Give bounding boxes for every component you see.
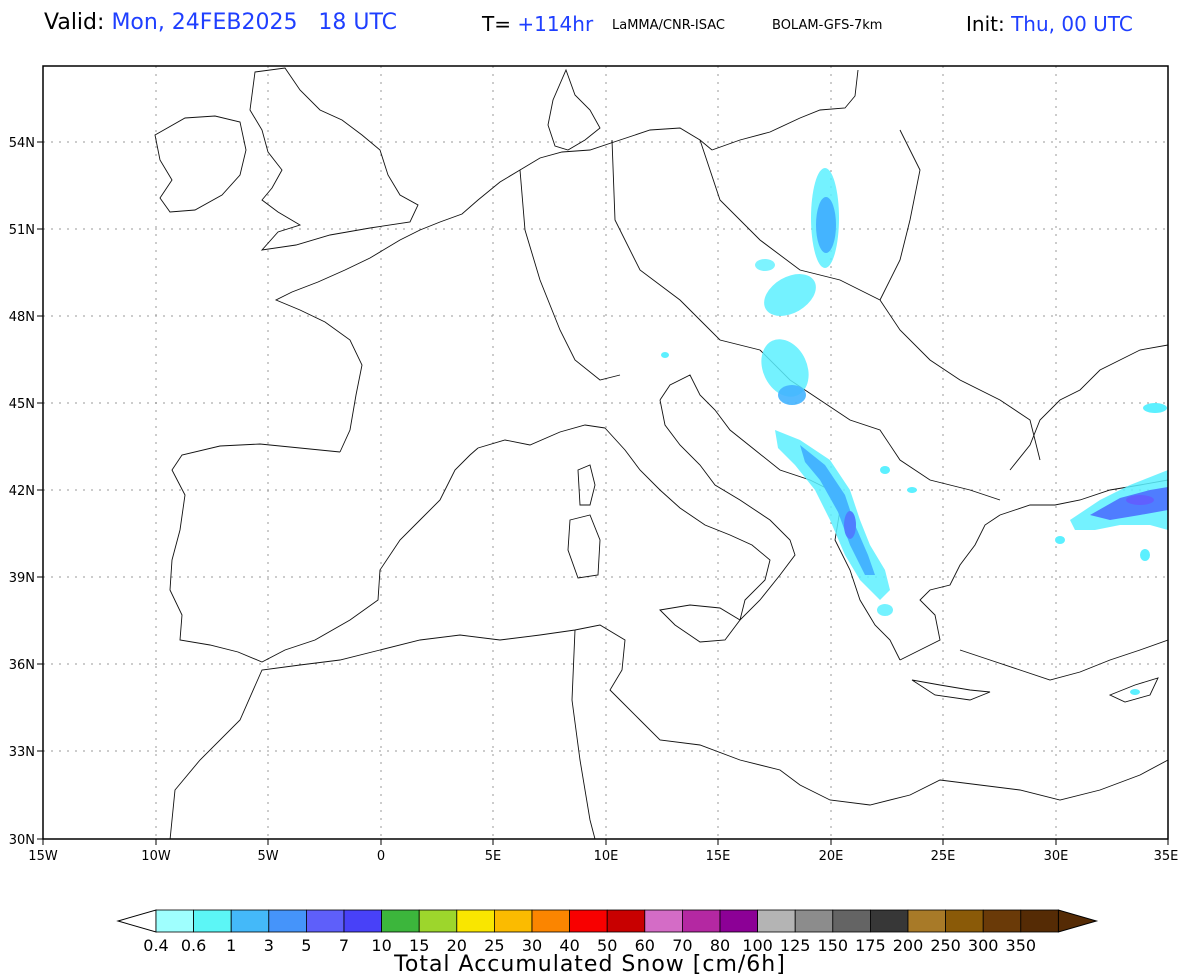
axis-ticks — [37, 141, 1169, 845]
colorbar-cell — [644, 909, 683, 933]
model-label: BOLAM-GFS-7km — [772, 18, 883, 33]
colorbar-label: 15 — [409, 936, 429, 955]
colorbar: 0.4 0.6 1 3 5 7 10 15 20 25 30 40 50 60 70 80 100 125 150 1… — [116, 909, 1099, 955]
init-label: Init: — [966, 12, 1005, 36]
lon-tick-label: 20E — [819, 849, 844, 864]
lon-tick-label: 5W — [257, 849, 278, 864]
colorbar-cell — [493, 909, 533, 933]
colorbar-label: 200 — [893, 936, 924, 955]
colorbar-label: 20 — [447, 936, 467, 955]
colorbar-cell — [606, 909, 646, 933]
colorbar-min-arrow — [116, 909, 157, 933]
lat-labels: 54N 51N 48N 45N 42N 39N 36N 33N 30N — [9, 136, 35, 848]
colorbar-cell — [794, 909, 834, 933]
lat-tick-label: 42N — [9, 484, 35, 499]
colorbar-cell — [230, 909, 270, 933]
lon-tick-label: 30E — [1044, 849, 1069, 864]
colorbar-label: 0.4 — [143, 936, 168, 955]
lon-tick-label: 35E — [1154, 849, 1179, 864]
colorbar-cell — [569, 909, 608, 933]
colorbar-label: 125 — [780, 936, 811, 955]
colorbar-label: 250 — [930, 936, 961, 955]
map-content — [43, 66, 1168, 839]
colorbar-label: 70 — [672, 936, 692, 955]
lat-tick-label: 33N — [9, 745, 35, 760]
colorbar-label: 30 — [522, 936, 542, 955]
lon-tick-label: 0 — [377, 849, 385, 864]
lead-time-header: T= +114hr — [482, 12, 593, 36]
lead-time-value: +114hr — [517, 12, 594, 36]
colorbar-cell — [1020, 909, 1059, 933]
colorbar-label: 150 — [818, 936, 849, 955]
colorbar-label: 0.6 — [181, 936, 206, 955]
lon-tick-label: 10W — [141, 849, 171, 864]
colorbar-cell — [456, 909, 495, 933]
colorbar-label: 80 — [710, 936, 730, 955]
lat-tick-label: 36N — [9, 658, 35, 673]
colorbar-label: 60 — [635, 936, 655, 955]
lon-tick-label: 15W — [28, 849, 58, 864]
valid-label: Valid: — [44, 10, 105, 35]
lon-labels: 15W 10W 5W 0 5E 10E 15E 20E 25E 30E 35E — [28, 849, 1178, 864]
colorbar-label: 7 — [339, 936, 349, 955]
colorbar-label: 1 — [226, 936, 236, 955]
colorbar-cell — [343, 909, 382, 933]
colorbar-label: 5 — [301, 936, 311, 955]
lead-time-label: T= — [482, 12, 511, 36]
colorbar-cell — [305, 909, 345, 933]
lat-tick-label: 51N — [9, 223, 35, 238]
colorbar-labels: 0.4 0.6 1 3 5 7 10 15 20 25 30 40 50 60 70 80 100 125 150 1… — [143, 936, 1036, 955]
colorbar-cell — [907, 909, 946, 933]
lon-tick-label: 25E — [931, 849, 956, 864]
colorbar-cell — [870, 909, 909, 933]
init-value: Thu, 00 UTC — [1011, 12, 1133, 36]
source-label: LaMMA/CNR-ISAC — [612, 18, 725, 33]
lon-tick-label: 15E — [706, 849, 731, 864]
colorbar-cells — [116, 909, 1099, 933]
colorbar-label: 175 — [855, 936, 886, 955]
lat-tick-label: 30N — [9, 833, 35, 848]
colorbar-label: 3 — [264, 936, 274, 955]
colorbar-cell — [531, 909, 570, 933]
colorbar-label: 50 — [597, 936, 617, 955]
colorbar-title: Total Accumulated Snow [cm/6h] — [394, 952, 786, 977]
colorbar-label: 100 — [742, 936, 773, 955]
valid-header: Valid: Mon, 24FEB2025 18 UTC — [44, 10, 397, 35]
colorbar-label: 40 — [559, 936, 579, 955]
colorbar-cell — [381, 909, 420, 933]
colorbar-cell — [418, 909, 458, 933]
colorbar-label: 300 — [968, 936, 999, 955]
lon-tick-label: 5E — [485, 849, 502, 864]
colorbar-label: 10 — [371, 936, 391, 955]
colorbar-cell — [719, 909, 758, 933]
forecast-map: 54N 51N 48N 45N 42N 39N 36N 33N 30N 15W … — [9, 65, 1178, 864]
valid-value: Mon, 24FEB2025 18 UTC — [111, 10, 398, 35]
graticule — [43, 66, 1168, 839]
lat-tick-label: 45N — [9, 397, 35, 412]
colorbar-label: 350 — [1006, 936, 1037, 955]
colorbar-cell — [832, 909, 871, 933]
snow-overlay — [661, 168, 1168, 695]
lat-tick-label: 54N — [9, 136, 35, 151]
colorbar-cell — [268, 909, 307, 933]
lon-tick-label: 10E — [594, 849, 619, 864]
colorbar-cell — [193, 909, 232, 933]
colorbar-cell — [982, 909, 1022, 933]
lat-tick-label: 39N — [9, 571, 35, 586]
colorbar-label: 25 — [484, 936, 504, 955]
colorbar-cell — [155, 909, 194, 933]
colorbar-cell — [757, 909, 796, 933]
init-header: Init: Thu, 00 UTC — [966, 12, 1133, 36]
lat-tick-label: 48N — [9, 310, 35, 325]
colorbar-cell — [682, 909, 721, 933]
coastlines — [154, 67, 1168, 839]
colorbar-max-arrow — [1057, 909, 1099, 933]
colorbar-cell — [945, 909, 984, 933]
